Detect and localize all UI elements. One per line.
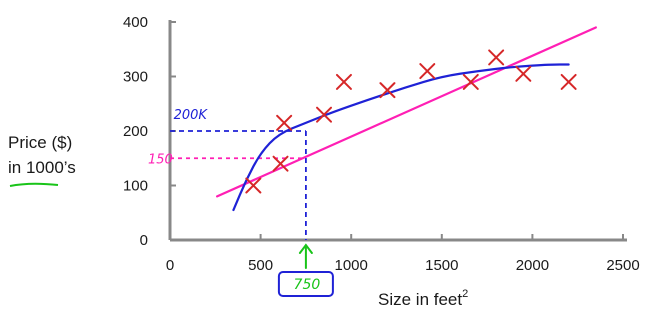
data-point — [560, 73, 577, 90]
blue-box-outline — [277, 271, 334, 297]
x-tick-label: 2000 — [516, 257, 549, 274]
tick-labels: 0 500 1000 1500 2000 2500 0 100 200 300 400 — [123, 14, 640, 274]
y-tick-label: 400 — [123, 14, 148, 31]
x-axis-title: Size in feet2 — [378, 288, 468, 309]
data-point — [245, 177, 262, 194]
x-axis-label-text: Size in feet — [378, 290, 462, 309]
data-points — [245, 49, 577, 194]
x-tick-label: 0 — [166, 257, 174, 274]
y-tick-label: 0 — [140, 232, 148, 249]
data-point — [272, 155, 289, 172]
green-underline — [9, 182, 59, 187]
data-point — [379, 82, 396, 99]
data-point — [419, 63, 436, 80]
x-tick-label: 1500 — [425, 257, 458, 274]
y-tick-label: 100 — [123, 178, 148, 195]
blue-annotation-label: 200K — [174, 108, 209, 123]
x-tick-label: 500 — [248, 257, 273, 274]
x-tick-label: 1000 — [335, 257, 368, 274]
data-point — [335, 73, 352, 90]
x-tick-label: 2500 — [606, 257, 639, 274]
linear-fit-line — [216, 26, 597, 198]
x-axis-label-superscript: 2 — [462, 288, 468, 300]
annotations: 200K 150 750 — [148, 108, 334, 297]
x-axis-label: Size in feet2 — [378, 288, 468, 309]
y-axis-title: Price ($) in 1000’s — [8, 133, 76, 187]
axes — [168, 20, 627, 242]
green-arrow-icon — [298, 243, 313, 269]
quadratic-fit-line — [232, 63, 570, 212]
guide-lines — [170, 130, 307, 240]
data-point — [276, 114, 293, 131]
y-axis-label-line2: in 1000’s — [8, 158, 76, 177]
y-tick-label: 300 — [123, 69, 148, 86]
fit-lines — [216, 26, 597, 212]
data-point — [515, 65, 532, 82]
data-point — [316, 106, 333, 123]
magenta-annotation-label: 150 — [148, 152, 173, 167]
green-annotation-label: 750 — [294, 277, 321, 293]
data-point — [488, 49, 505, 66]
data-point — [462, 73, 479, 90]
y-tick-label: 200 — [123, 123, 148, 140]
y-axis-label-line1: Price ($) — [8, 133, 72, 152]
